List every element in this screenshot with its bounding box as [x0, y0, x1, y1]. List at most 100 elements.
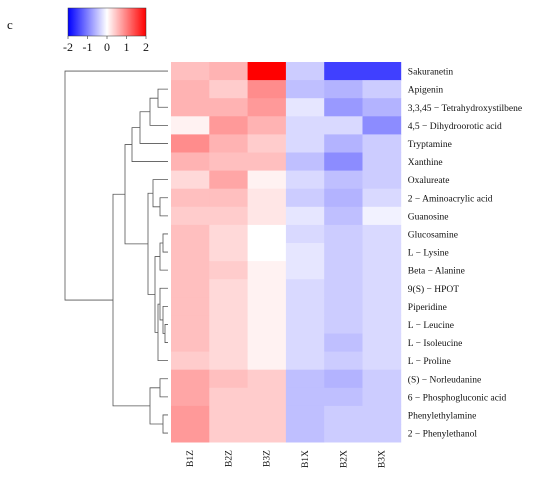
heatmap-cell [209, 369, 248, 389]
row-dendrogram [64, 70, 168, 434]
heatmap-cell [209, 261, 248, 280]
heatmap-cell [171, 206, 210, 226]
dendrogram-branch [149, 97, 168, 126]
heatmap-cell [171, 387, 210, 407]
heatmap-cell [324, 206, 363, 226]
heatmap-cell [209, 80, 248, 99]
heatmap-cell [362, 206, 402, 226]
row-labels: Sakuranetin Apigenin 3,3,45 − Tetrahydroxy… [408, 68, 522, 440]
heatmap-cell [362, 405, 402, 425]
row-label: Sakuranetin [408, 68, 454, 78]
heatmap-cell [324, 188, 363, 208]
heatmap-cell [362, 279, 402, 298]
heatmap-cell [247, 206, 287, 226]
heatmap-cell [209, 279, 248, 298]
row-label: Piperidine [408, 303, 447, 313]
column-label: B2X [339, 450, 349, 468]
heatmap-cell [362, 188, 402, 208]
heatmap-cell [209, 188, 248, 208]
heatmap-cell [324, 333, 363, 352]
heatmap-cell [247, 116, 287, 135]
heatmap-cell [171, 188, 210, 208]
heatmap-cell [247, 134, 287, 153]
column-label: B1Z [186, 450, 196, 467]
heatmap-cell [362, 261, 402, 280]
heatmap-cell [285, 134, 325, 153]
heatmap-cell [171, 116, 210, 135]
heatmap-cell [171, 134, 210, 153]
heatmap-cell [324, 224, 363, 244]
color-legend-bar [67, 7, 147, 37]
column-label: B2Z [224, 450, 234, 467]
heatmap-cell [209, 116, 248, 135]
row-label: 6 − Phosphogluconic acid [408, 393, 507, 403]
heatmap-cell [324, 116, 363, 135]
heatmap-cell [362, 315, 402, 334]
heatmap-cell [209, 351, 248, 371]
heatmap-cell [285, 224, 325, 244]
heatmap-cell [362, 297, 402, 316]
heatmap-cell [285, 116, 325, 135]
heatmap-cell [171, 62, 210, 81]
heatmap-cell [247, 369, 287, 389]
heatmap-cell [247, 315, 287, 334]
heatmap-cell [171, 315, 210, 334]
heatmap-cell [362, 424, 402, 443]
heatmap-cell [171, 98, 210, 117]
heatmap-cell [285, 424, 325, 443]
legend-tick-label: -2 [63, 40, 73, 54]
row-label: L − Lysine [408, 249, 449, 259]
heatmap-cell [362, 152, 402, 171]
heatmap-cell [362, 134, 402, 153]
heatmap-cell [324, 261, 363, 280]
heatmap-cell [209, 152, 248, 171]
heatmap-cell [324, 405, 363, 425]
heatmap-cell [209, 98, 248, 117]
color-legend-ticks: -2 -1 0 1 2 [63, 36, 149, 54]
heatmap-cell [209, 62, 248, 81]
row-label: Glucosamine [408, 230, 458, 240]
row-label: Tryptamine [408, 140, 452, 150]
heatmap-cell [285, 387, 325, 407]
dendrogram-branch [139, 111, 168, 144]
legend-tick-label: 1 [124, 40, 130, 54]
dendrogram-branch [64, 70, 168, 301]
heatmap-cell [247, 152, 287, 171]
heatmap-cell [285, 206, 325, 226]
heatmap-cell [209, 243, 248, 262]
heatmap-cell [362, 369, 402, 389]
heatmap-cell [324, 152, 363, 171]
row-label: 4,5 − Dihydroorotic acid [408, 122, 502, 132]
heatmap-cell [362, 243, 402, 262]
row-label: 2 − Phenylethanol [408, 430, 478, 440]
heatmap-cell [247, 261, 287, 280]
heatmap-cell [362, 170, 402, 190]
heatmap-cell [171, 170, 210, 190]
row-label: L − Proline [408, 357, 451, 367]
legend-tick-label: -1 [83, 40, 93, 54]
dendrogram-branch [164, 324, 168, 343]
heatmap-cell [285, 62, 325, 81]
heatmap-cell [247, 333, 287, 352]
heatmap-cell [247, 243, 287, 262]
dendrogram-branch [159, 287, 168, 321]
row-label: 2 − Aminoacrylic acid [408, 194, 493, 204]
dendrogram-branch [124, 144, 148, 245]
heatmap-cell [362, 387, 402, 407]
heatmap-cell [171, 243, 210, 262]
dendrogram-branch [162, 233, 168, 253]
heatmap-cell [362, 351, 402, 371]
heatmap-cell [247, 80, 287, 99]
heatmap-cell [285, 243, 325, 262]
dendrogram-branch [157, 88, 168, 108]
heatmap-cell [324, 80, 363, 99]
heatmap-cell [285, 333, 325, 352]
heatmap-cell [171, 424, 210, 443]
heatmap-cell [209, 405, 248, 425]
heatmap-cell [324, 297, 363, 316]
dendrogram-branch [159, 378, 168, 398]
heatmap-cell [171, 297, 210, 316]
heatmap-cell [209, 315, 248, 334]
heatmap-cell [324, 387, 363, 407]
heatmap-cell [362, 224, 402, 244]
